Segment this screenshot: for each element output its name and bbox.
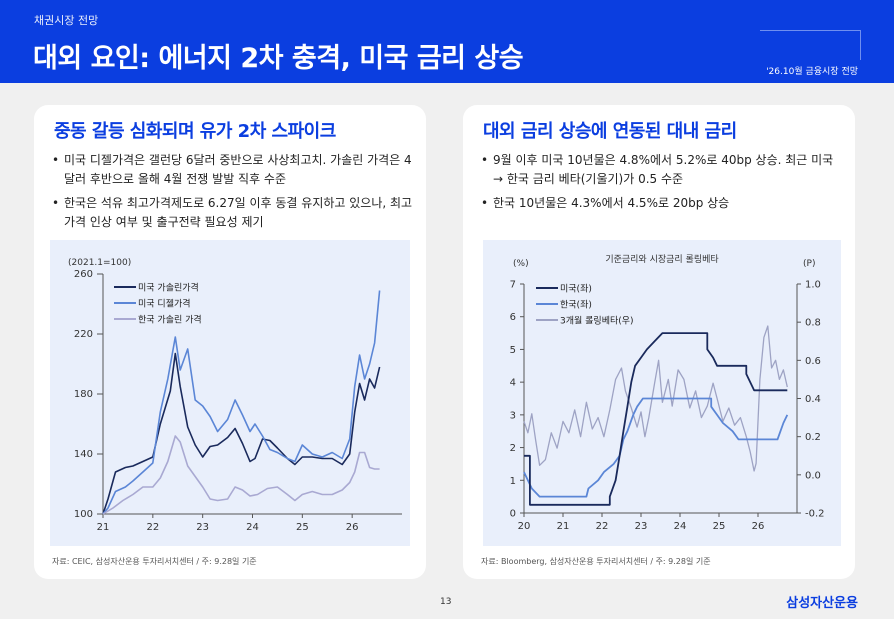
y-tick-label: 220 <box>74 329 93 340</box>
right-unit-label: (P) <box>803 259 815 269</box>
legend-label-3: 3개월 롤링베타(우) <box>560 315 634 327</box>
x-tick-label: 22 <box>146 522 159 533</box>
fuel-price-chart-panel: (2021.1=100) 100 140 180 220 260 21 22 23 24 25 26 미… <box>50 240 410 546</box>
series-line-3 <box>523 325 788 472</box>
left-tick-label: 0 <box>510 509 516 520</box>
page-number: 13 <box>440 597 452 607</box>
series-line-2 <box>102 290 381 515</box>
y-tick-label: 140 <box>74 449 93 460</box>
section-label: 채권시장 전망 <box>34 14 99 27</box>
header-divider-vertical <box>860 30 861 60</box>
left-tick-label: 6 <box>510 312 516 323</box>
legend-label-1: 미국(좌) <box>560 284 592 295</box>
left-tick-label: 2 <box>510 443 516 454</box>
right-bullet-2: 한국 10년물은 4.3%에서 4.5%로 20bp 상승 <box>481 194 843 213</box>
series-line-1 <box>524 332 788 506</box>
left-bullet-list: 미국 디젤가격은 갤런당 6달러 중반으로 사상최고치. 가솔린 가격은 4달러… <box>52 151 414 237</box>
x-tick-label: 25 <box>296 522 309 533</box>
left-tick-label: 4 <box>510 378 516 389</box>
right-tick-label: 0.6 <box>805 356 821 367</box>
right-tick-label: 0.8 <box>805 318 821 329</box>
left-unit-label: (%) <box>513 259 529 269</box>
left-bullet-2: 한국은 석유 최고가격제도로 6.27일 이후 동결 유지하고 있으나, 최고가… <box>52 194 414 232</box>
legend-label-3: 한국 가솔린 가격 <box>138 314 202 326</box>
right-tick-label: 0.0 <box>805 470 821 481</box>
right-tick-label: -0.2 <box>805 509 825 520</box>
right-tick-label: 0.4 <box>805 394 821 405</box>
right-bullet-list: 9월 이후 미국 10년물은 4.8%에서 5.2%로 40bp 상승. 최근 … <box>481 151 843 218</box>
x-tick-label: 21 <box>557 521 570 532</box>
right-card-title: 대외 금리 상승에 연동된 대내 금리 <box>483 121 737 142</box>
series-line-3 <box>102 435 380 515</box>
x-tick-label: 21 <box>97 522 110 533</box>
right-tick-label: 1.0 <box>805 280 821 291</box>
left-bullet-1: 미국 디젤가격은 갤런당 6달러 중반으로 사상최고치. 가솔린 가격은 4달러… <box>52 151 414 189</box>
fuel-price-chart: (2021.1=100) 100 140 180 220 260 21 22 23 24 25 26 미… <box>68 258 402 533</box>
left-card-title: 중동 갈등 심화되며 유가 2차 스파이크 <box>54 121 336 142</box>
right-tick-label: 0.2 <box>805 432 821 443</box>
report-tag: '26.10월 금융시장 전망 <box>766 67 858 77</box>
unit-label: (2021.1=100) <box>68 258 131 268</box>
left-tick-label: 7 <box>510 280 516 291</box>
left-source-note: 자료: CEIC, 삼성자산운용 투자리서치센터 / 주: 9.28일 기준 <box>52 557 257 566</box>
brand-logo: 삼성자산운용 <box>786 596 858 611</box>
x-tick-label: 23 <box>196 522 209 533</box>
x-tick-label: 20 <box>518 521 531 532</box>
legend-label-2: 한국(좌) <box>560 300 592 311</box>
x-tick-label: 24 <box>674 521 687 532</box>
x-tick-label: 26 <box>752 521 765 532</box>
legend-label-2: 미국 디젤가격 <box>138 298 191 310</box>
chart-title: 기준금리와 시장금리 롤링베타 <box>605 253 719 265</box>
x-tick-label: 26 <box>346 522 359 533</box>
x-tick-label: 24 <box>246 522 259 533</box>
left-tick-label: 5 <box>510 345 516 356</box>
series-line-2 <box>523 397 789 498</box>
left-card: 중동 갈등 심화되며 유가 2차 스파이크 미국 디젤가격은 갤런당 6달러 중… <box>34 105 426 579</box>
header-banner: 채권시장 전망 대외 요인: 에너지 2차 충격, 미국 금리 상승 '26.1… <box>0 0 894 83</box>
left-tick-label: 3 <box>510 410 516 421</box>
page-title: 대외 요인: 에너지 2차 충격, 미국 금리 상승 <box>33 43 524 74</box>
right-bullet-1: 9월 이후 미국 10년물은 4.8%에서 5.2%로 40bp 상승. 최근 … <box>481 151 843 189</box>
x-tick-label: 22 <box>596 521 609 532</box>
right-card: 대외 금리 상승에 연동된 대내 금리 9월 이후 미국 10년물은 4.8%에… <box>463 105 855 579</box>
y-tick-label: 180 <box>74 389 93 400</box>
x-tick-label: 25 <box>713 521 726 532</box>
header-divider <box>760 30 860 31</box>
x-tick-label: 23 <box>635 521 648 532</box>
right-source-note: 자료: Bloomberg, 삼성자산운용 투자리서치센터 / 주: 9.28일… <box>481 557 711 566</box>
y-tick-label: 100 <box>74 509 93 520</box>
y-tick-label: 260 <box>74 269 93 280</box>
left-tick-label: 1 <box>510 476 516 487</box>
rate-beta-chart-panel: 기준금리와 시장금리 롤링베타 (%) (P) 0 1 2 3 4 5 6 7 1.0 0.8 0.6 0.… <box>483 240 841 546</box>
legend-label-1: 미국 가솔린가격 <box>138 282 199 294</box>
